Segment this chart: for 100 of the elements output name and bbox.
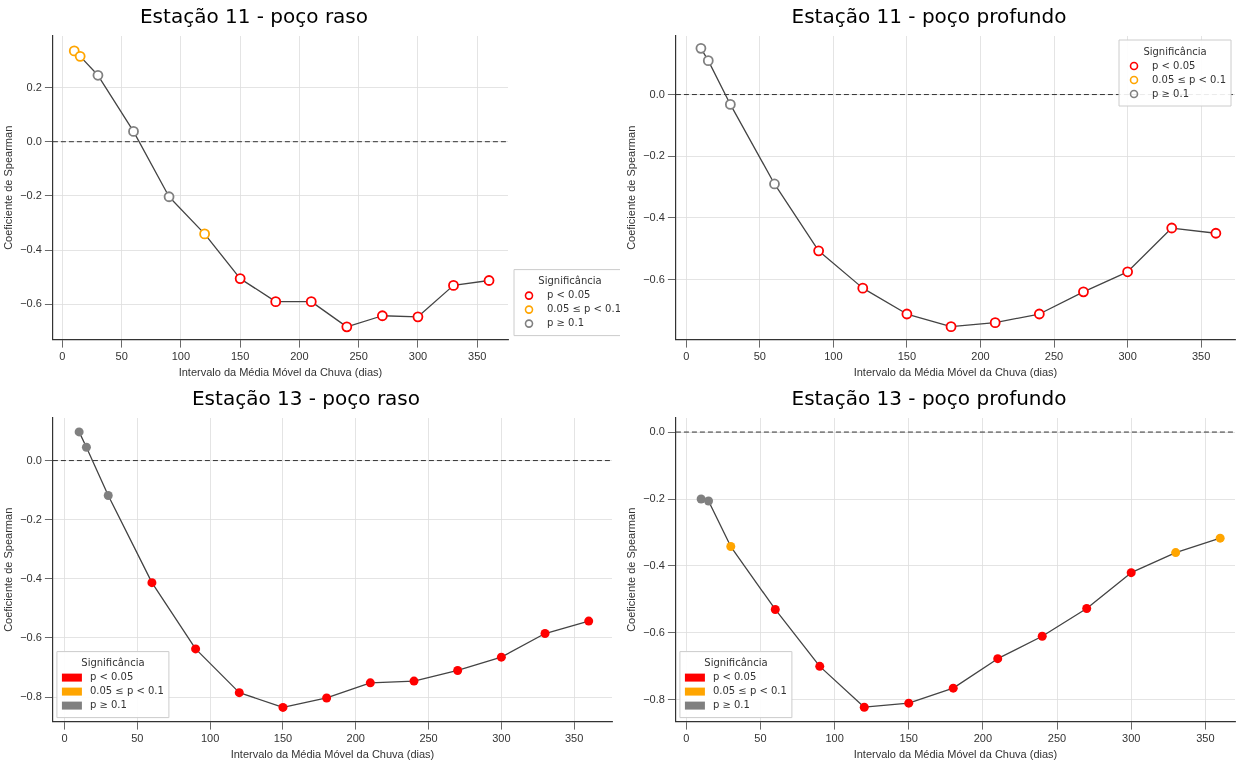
y-tick-label: 0.0 — [26, 453, 42, 466]
point — [770, 604, 780, 614]
legend-title: Significância — [1143, 45, 1207, 57]
point — [857, 282, 869, 294]
point — [92, 69, 104, 81]
y-tick-label: −0.4 — [20, 571, 42, 584]
x-tick-label: 250 — [419, 732, 438, 745]
legend-title: Significância — [704, 657, 768, 669]
chart-title: Estação 13 - poço raso — [191, 386, 421, 411]
y-tick-label: −0.6 — [643, 625, 665, 638]
point — [191, 644, 201, 654]
x-tick-label: 350 — [1196, 732, 1215, 745]
chart-title: Estação 11 - poço raso — [139, 4, 369, 29]
point — [81, 442, 91, 452]
point — [496, 652, 506, 662]
point — [1033, 308, 1045, 320]
x-tick-label: 250 — [349, 350, 368, 363]
x-tick-label: 250 — [1044, 350, 1064, 363]
x-tick-label: 300 — [1122, 732, 1141, 745]
point — [1078, 286, 1089, 298]
point — [1215, 533, 1225, 543]
y-tick-label: 0.2 — [26, 80, 42, 93]
x-tick-label: 100 — [824, 350, 843, 363]
point — [813, 245, 825, 257]
y-tick-label: −0.8 — [20, 690, 42, 703]
point — [1037, 631, 1047, 641]
y-axis-title: Coeficiente de Spearman — [624, 507, 637, 632]
point — [1210, 227, 1222, 239]
point — [815, 661, 825, 671]
y-tick-label: −0.2 — [643, 492, 665, 505]
x-tick-label: 200 — [290, 350, 309, 363]
x-tick-label: 50 — [754, 732, 767, 745]
y-tick-label: 0.0 — [649, 425, 665, 438]
point — [584, 616, 594, 626]
x-tick-label: 300 — [408, 350, 428, 363]
point — [376, 310, 388, 322]
point — [769, 178, 780, 190]
x-tick-label: 0 — [61, 732, 68, 745]
point — [234, 688, 244, 698]
x-tick-label: 300 — [492, 732, 511, 745]
x-tick-label: 150 — [899, 732, 918, 745]
point — [724, 99, 736, 110]
legend-label: 0.05 ≤ p < 0.1 — [1152, 73, 1227, 85]
chart-title: Estação 13 - poço profundo — [791, 386, 1067, 411]
point — [989, 317, 1001, 329]
x-tick-label: 100 — [171, 350, 191, 363]
point — [1082, 603, 1092, 613]
y-tick-label: −0.8 — [643, 692, 665, 705]
x-tick-label: 150 — [273, 732, 293, 745]
chart-title: Estação 11 - poço profundo — [791, 4, 1067, 29]
x-tick-label: 0 — [683, 350, 690, 363]
point — [322, 693, 332, 703]
legend-label: p < 0.05 — [1152, 59, 1196, 71]
legend-label: 0.05 ≤ p < 0.1 — [89, 685, 164, 697]
legend-label: p ≥ 0.1 — [89, 699, 127, 711]
point — [305, 296, 317, 308]
point — [540, 629, 550, 639]
point — [702, 55, 714, 67]
point — [904, 698, 914, 708]
x-tick-label: 150 — [230, 350, 250, 363]
legend-label: p < 0.05 — [712, 671, 757, 683]
point — [365, 678, 375, 688]
y-axis-title: Coeficiente de Spearman — [1, 507, 14, 632]
y-tick-label: −0.2 — [20, 188, 42, 201]
x-tick-label: 350 — [1191, 350, 1211, 363]
legend-label: 0.05 ≤ p < 0.1 — [712, 685, 787, 697]
legend-label: p ≥ 0.1 — [1152, 87, 1190, 99]
point — [993, 654, 1003, 664]
legend-label: p ≥ 0.1 — [712, 699, 750, 711]
y-tick-label: −0.6 — [20, 297, 42, 310]
x-axis-title: Intervalo da Média Móvel da Chuva (dias) — [178, 366, 383, 379]
point — [278, 702, 288, 712]
point — [448, 279, 459, 291]
x-tick-label: 150 — [897, 350, 917, 363]
point — [1126, 568, 1136, 578]
x-tick-label: 350 — [564, 732, 584, 745]
point — [341, 321, 353, 333]
x-tick-label: 300 — [1118, 350, 1137, 363]
x-tick-label: 50 — [753, 350, 766, 363]
point — [945, 321, 957, 333]
legend-label: 0.05 ≤ p < 0.1 — [547, 303, 621, 315]
point — [199, 228, 211, 240]
x-axis-title: Intervalo da Média Móvel da Chuva (dias) — [853, 366, 1058, 379]
point — [483, 275, 495, 286]
point — [704, 496, 714, 506]
x-tick-label: 100 — [825, 732, 844, 745]
y-tick-label: 0.0 — [649, 87, 665, 100]
point — [859, 702, 869, 712]
legend-title: Significância — [538, 275, 602, 287]
x-tick-label: 250 — [1047, 732, 1067, 745]
y-tick-label: −0.4 — [643, 210, 665, 223]
point — [147, 578, 157, 588]
x-axis-title: Intervalo da Média Móvel da Chuva (dias) — [853, 748, 1058, 761]
point — [695, 42, 707, 54]
y-tick-label: −0.2 — [643, 149, 665, 162]
legend-title: Significância — [81, 657, 145, 669]
y-tick-label: −0.4 — [20, 243, 42, 256]
point — [234, 273, 246, 285]
x-tick-label: 350 — [468, 350, 487, 363]
legend-label: p < 0.05 — [89, 671, 134, 683]
